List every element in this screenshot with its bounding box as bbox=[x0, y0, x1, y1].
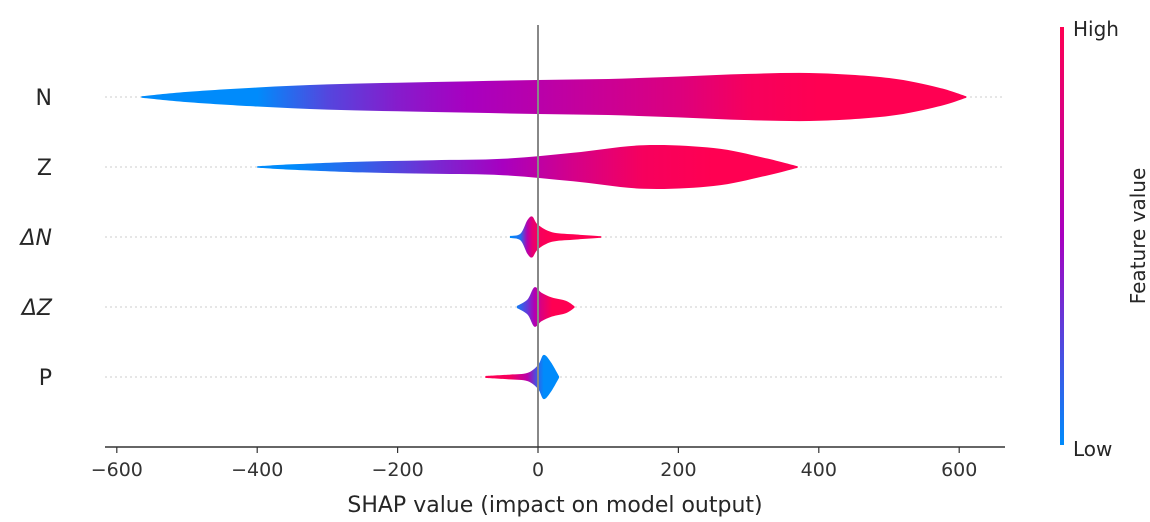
colorbar: High Low Feature value bbox=[1060, 17, 1150, 461]
x-axis-title: SHAP value (impact on model output) bbox=[347, 493, 762, 518]
violin-N bbox=[141, 72, 967, 122]
x-tick-label: 600 bbox=[941, 459, 977, 481]
violins bbox=[141, 72, 967, 400]
colorbar-title: Feature value bbox=[1126, 168, 1150, 305]
violin-P bbox=[485, 354, 560, 400]
violin-Z bbox=[257, 144, 798, 190]
x-tick-label: 400 bbox=[801, 459, 837, 481]
colorbar-gradient bbox=[1060, 27, 1064, 445]
x-tick-label: −200 bbox=[372, 459, 424, 481]
feature-label: N bbox=[36, 86, 52, 111]
x-tick-label: 0 bbox=[532, 459, 544, 481]
feature-label: P bbox=[39, 366, 52, 391]
feature-label: Z bbox=[37, 156, 52, 181]
feature-label: ΔZ bbox=[20, 296, 53, 321]
x-tick-label: −400 bbox=[231, 459, 283, 481]
x-ticks: −600 −400 −200 0 200 400 600 bbox=[91, 447, 977, 481]
feature-label: ΔN bbox=[18, 226, 52, 251]
colorbar-low-label: Low bbox=[1073, 437, 1112, 461]
violin-Z-delta bbox=[516, 287, 575, 327]
x-tick-label: 200 bbox=[660, 459, 696, 481]
violin-N-delta bbox=[509, 216, 602, 258]
x-tick-label: −600 bbox=[91, 459, 143, 481]
feature-labels: N Z ΔN ΔZ P bbox=[18, 86, 52, 391]
colorbar-high-label: High bbox=[1073, 17, 1119, 41]
